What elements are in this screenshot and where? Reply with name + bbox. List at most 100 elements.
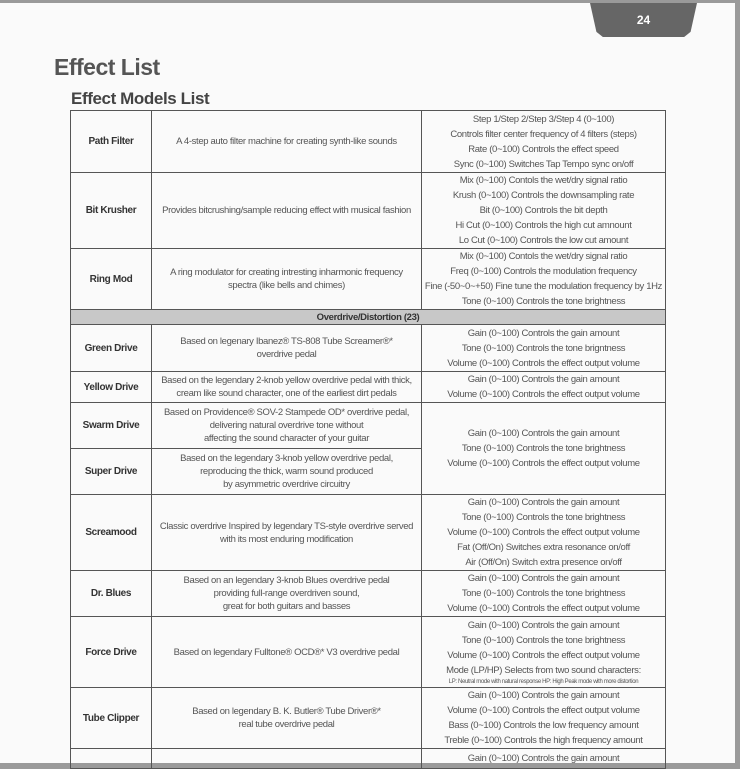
description-line: Based on legendary B. K. Butler® Tube Dr… bbox=[192, 706, 381, 717]
effect-description: Based on Providence® SOV-2 Stampede OD* … bbox=[151, 402, 422, 449]
effect-parameters: Gain (0~100) Controls the gain amount Vol… bbox=[421, 687, 666, 749]
effect-name: Ring Mod bbox=[70, 248, 152, 310]
effect-parameters: Step 1/Step 2/Step 3/Step 4 (0~100) Contr… bbox=[421, 110, 666, 173]
page-title: Effect List bbox=[54, 54, 160, 80]
parameter-line: Sync (0~100) Switches Tap Tempo sync on/… bbox=[453, 158, 634, 170]
effect-description: Based on legenary Ibanez® TS-808 Tube Sc… bbox=[151, 324, 422, 372]
effect-parameters: Gain (0~100) Controls the gain amount Vol… bbox=[421, 371, 666, 403]
parameter-line: Tone (0~100) Controls the tone brightnes… bbox=[461, 512, 626, 523]
parameter-line: Controls filter center frequency of 4 fi… bbox=[450, 128, 637, 140]
parameter-line: Fine (-50~0~+50) Fine tune the modulatio… bbox=[424, 281, 663, 292]
effect-parameters: Mix (0~100) Contols the wet/dry signal r… bbox=[421, 172, 666, 249]
effect-name: Swarm Drive bbox=[70, 402, 152, 449]
description-line: real tube overdrive pedal bbox=[238, 719, 335, 730]
parameter-line: Gain (0~100) Controls the gain amount bbox=[467, 573, 620, 584]
description-line: Classic overdrive Inspired by legendary … bbox=[159, 520, 414, 532]
effect-description: Based on legendary B. K. Butler® Tube Dr… bbox=[151, 687, 422, 749]
effect-description: Based on legendary Fulltone® OCD®* V3 ov… bbox=[151, 616, 422, 688]
effect-description: A 4-step auto filter machine for creatin… bbox=[151, 110, 422, 173]
parameter-line: Lo Cut (0~100) Controls the low cut amou… bbox=[458, 235, 629, 246]
effect-name: Screamood bbox=[70, 494, 152, 571]
description-line: by asymmetric overdrive circuitry bbox=[223, 479, 350, 490]
parameter-line: Gain (0~100) Controls the gain amount bbox=[467, 620, 620, 631]
parameter-line: Bit (0~100) Controls the bit depth bbox=[479, 205, 608, 216]
parameter-line: Volume (0~100) Controls the effect outpu… bbox=[447, 527, 640, 538]
parameter-line: Volume (0~100) Controls the effect outpu… bbox=[447, 705, 640, 716]
effect-name bbox=[70, 748, 152, 769]
effect-parameters: Gain (0~100) Controls the gain amount Ton… bbox=[421, 494, 666, 571]
page-number-tab: 24 bbox=[590, 3, 697, 37]
effect-name: Bit Krusher bbox=[70, 172, 152, 249]
parameter-line: Tone (0~100) Controls the tone brightnes… bbox=[461, 296, 626, 307]
description-line: great for both guitars and basses bbox=[222, 601, 351, 612]
parameter-line: Gain (0~100) Controls the gain amount bbox=[467, 428, 620, 439]
table-row: Path Filter A 4-step auto filter machine … bbox=[70, 110, 666, 173]
description-line: providing full-range overdriven sound, bbox=[213, 588, 360, 599]
parameter-line: Volume (0~100) Controls the effect outpu… bbox=[447, 458, 640, 469]
description-line: affecting the sound character of your gu… bbox=[203, 433, 370, 444]
table-row: Screamood Classic overdrive Inspired by l… bbox=[70, 494, 666, 571]
description-line: Based on legendary Fulltone® OCD®* V3 ov… bbox=[173, 646, 400, 658]
description-line: A 4-step auto filter machine for creatin… bbox=[176, 136, 397, 147]
parameter-line: Freq (0~100) Controls the modulation fre… bbox=[450, 266, 637, 277]
table-row: Swarm Drive Based on Providence® SOV-2 St… bbox=[70, 402, 666, 495]
parameter-line: Treble (0~100) Controls the high frequen… bbox=[444, 735, 643, 746]
description-line: with its most enduring modification bbox=[220, 533, 353, 545]
parameter-line: Volume (0~100) Controls the effect outpu… bbox=[447, 603, 640, 614]
description-line: reproducing the thick, warm sound produc… bbox=[200, 466, 373, 477]
parameter-line: Rate (0~100) Controls the effect speed bbox=[468, 143, 619, 155]
parameter-line: Gain (0~100) Controls the gain amount bbox=[467, 690, 620, 701]
effect-name: Tube Clipper bbox=[70, 687, 152, 749]
parameter-line: Gain (0~100) Controls the gain amount bbox=[467, 497, 620, 508]
category-row: Overdrive/Distortion (23) bbox=[70, 309, 666, 325]
parameter-line: Mix (0~100) Contols the wet/dry signal r… bbox=[459, 175, 628, 186]
effect-name: Dr. Blues bbox=[70, 570, 152, 617]
effect-name: Path Filter bbox=[70, 110, 152, 173]
parameter-line: Tone (0~100) Controls the tone brightnes… bbox=[461, 443, 626, 454]
parameter-line: Gain (0~100) Controls the gain amount bbox=[467, 753, 620, 764]
parameter-line: Gain (0~100) Controls the gain amount bbox=[467, 327, 620, 339]
effect-description: Based on the legendary 2-knob yellow ove… bbox=[151, 371, 422, 403]
description-line: Based on legenary Ibanez® TS-808 Tube Sc… bbox=[180, 336, 393, 347]
parameter-line: Krush (0~100) Controls the downsampling … bbox=[452, 190, 635, 201]
effect-name: Green Drive bbox=[70, 324, 152, 372]
description-line: delivering natural overdrive tone withou… bbox=[209, 420, 364, 431]
effect-name: Super Drive bbox=[70, 448, 152, 495]
description-line: spectra (like bells and chimes) bbox=[228, 280, 345, 291]
effect-parameters: Mix (0~100) Contols the wet/dry signal r… bbox=[421, 248, 666, 310]
table-row: Dr. Blues Based on an legendary 3-knob Bl… bbox=[70, 570, 666, 617]
table-row: Tube Clipper Based on legendary B. K. But… bbox=[70, 687, 666, 749]
parameter-line: Fat (Off/On) Switches extra resonance on… bbox=[457, 542, 630, 553]
category-header: Overdrive/Distortion (23) bbox=[70, 309, 666, 325]
parameter-line: Gain (0~100) Controls the gain amount bbox=[467, 374, 620, 385]
table-row: Bit Krusher Provides bitcrushing/sample r… bbox=[70, 172, 666, 249]
effect-name: Yellow Drive bbox=[70, 371, 152, 403]
effect-description: Provides bitcrushing/sample reducing eff… bbox=[151, 172, 422, 249]
parameter-line: Air (Off/On) Switch extra presence on/of… bbox=[465, 557, 622, 568]
description-line: Provides bitcrushing/sample reducing eff… bbox=[162, 205, 411, 216]
effect-parameters: Gain (0~100) Controls the gain amount Ton… bbox=[421, 570, 666, 617]
parameter-note: LP: Neutral mode with natural response H… bbox=[448, 679, 639, 685]
table-row: Ring Mod A ring modulator for creating in… bbox=[70, 248, 666, 310]
table-row: Gain (0~100) Controls the gain amount bbox=[70, 748, 666, 769]
table-row: Force Drive Based on legendary Fulltone® … bbox=[70, 616, 666, 688]
description-line: cream like sound character, one of the e… bbox=[176, 388, 397, 399]
parameter-line: Bass (0~100) Controls the low frequency … bbox=[448, 720, 639, 731]
effect-parameters: Gain (0~100) Controls the gain amount Ton… bbox=[421, 402, 666, 495]
effect-description bbox=[151, 748, 422, 769]
parameter-line: Tone (0~100) Controls the tone brigntnes… bbox=[461, 342, 626, 354]
parameter-line: Step 1/Step 2/Step 3/Step 4 (0~100) bbox=[472, 113, 615, 125]
description-line: A ring modulator for creating intresting… bbox=[170, 267, 403, 278]
parameter-line: Volume (0~100) Controls the effect outpu… bbox=[447, 389, 640, 400]
parameter-line: Mix (0~100) Contols the wet/dry signal r… bbox=[459, 251, 628, 262]
parameter-line: Volume (0~100) Controls the effect outpu… bbox=[447, 650, 640, 661]
effect-description: Based on an legendary 3-knob Blues overd… bbox=[151, 570, 422, 617]
description-line: Based on the legendary 3-knob yellow ove… bbox=[180, 453, 393, 464]
effect-name: Force Drive bbox=[70, 616, 152, 688]
parameter-line: Mode (LP/HP) Selects from two sound char… bbox=[446, 665, 641, 676]
section-title: Effect Models List bbox=[71, 89, 210, 108]
description-line: Based on the legendary 2-knob yellow ove… bbox=[161, 375, 412, 386]
parameter-line: Tone (0~100) Controls the tone brightnes… bbox=[461, 588, 626, 599]
effect-parameters: Gain (0~100) Controls the gain amount bbox=[421, 748, 666, 769]
parameter-line: Volume (0~100) Controls the effect outpu… bbox=[447, 357, 640, 369]
